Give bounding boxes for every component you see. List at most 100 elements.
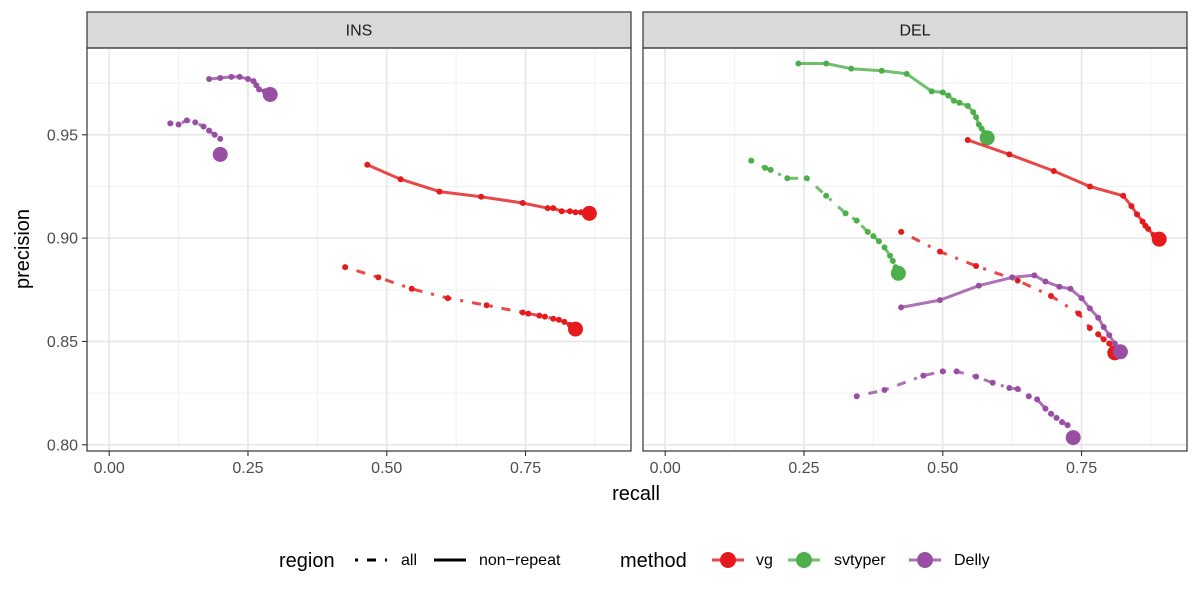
legend-key-vg-point bbox=[720, 552, 736, 568]
series-line-svtyper-all bbox=[750, 159, 900, 274]
endpoint-marker-svtyper-all bbox=[890, 265, 906, 281]
data-point-vg-all bbox=[550, 315, 557, 322]
data-point-vg-non-repeat bbox=[964, 136, 971, 143]
data-point-delly-all bbox=[175, 121, 182, 128]
data-point-delly-all bbox=[1059, 419, 1066, 426]
data-point-vg-all bbox=[342, 264, 349, 271]
data-point-svtyper-non-repeat bbox=[973, 114, 980, 121]
data-point-svtyper-all bbox=[864, 228, 871, 235]
data-point-vg-all bbox=[1014, 277, 1021, 284]
y-tick-label: 0.80 bbox=[47, 437, 78, 454]
legend-method-title: method bbox=[620, 550, 687, 572]
data-point-delly-non-repeat bbox=[1056, 283, 1063, 290]
data-point-vg-all bbox=[541, 313, 548, 320]
data-point-svtyper-all bbox=[875, 238, 882, 245]
data-point-svtyper-non-repeat bbox=[939, 89, 946, 96]
data-point-vg-non-repeat bbox=[397, 176, 404, 183]
data-point-vg-all bbox=[1048, 293, 1054, 299]
y-tick-label: 0.90 bbox=[47, 231, 78, 248]
x-axis-title: recall bbox=[612, 483, 660, 505]
legend-label-non-repeat: non−repeat bbox=[479, 552, 561, 569]
data-point-vg-non-repeat bbox=[519, 200, 526, 206]
data-point-vg-all bbox=[444, 295, 451, 302]
data-point-vg-all bbox=[375, 274, 382, 281]
panel-ins: INS bbox=[86, 11, 632, 452]
data-point-delly-non-repeat bbox=[975, 282, 982, 289]
data-point-delly-all bbox=[192, 119, 199, 126]
data-point-delly-non-repeat bbox=[244, 76, 251, 82]
data-point-vg-all bbox=[1100, 336, 1107, 343]
data-point-svtyper-non-repeat bbox=[945, 92, 952, 99]
y-tick-label: 0.85 bbox=[47, 334, 78, 351]
data-point-delly-all bbox=[989, 379, 996, 386]
panel-title: INS bbox=[346, 23, 373, 40]
data-point-delly-all bbox=[853, 393, 860, 400]
data-point-svtyper-all bbox=[870, 233, 877, 240]
data-point-delly-all bbox=[183, 117, 190, 124]
data-point-vg-non-repeat bbox=[1128, 203, 1135, 210]
data-point-vg-non-repeat bbox=[558, 208, 565, 215]
data-point-delly-non-repeat bbox=[236, 73, 243, 80]
data-point-svtyper-non-repeat bbox=[823, 60, 830, 67]
x-tick-label: 0.25 bbox=[232, 460, 263, 477]
data-point-vg-non-repeat bbox=[1145, 225, 1152, 232]
endpoint-marker-delly-all bbox=[1065, 430, 1081, 446]
data-point-delly-all bbox=[167, 120, 174, 127]
data-point-vg-non-repeat bbox=[1006, 151, 1013, 158]
data-point-delly-non-repeat bbox=[898, 304, 905, 311]
endpoint-marker-vg-all bbox=[567, 321, 583, 337]
data-point-vg-all bbox=[561, 318, 568, 325]
data-point-delly-all bbox=[1014, 386, 1021, 392]
data-point-delly-non-repeat bbox=[1042, 278, 1049, 285]
data-point-svtyper-all bbox=[881, 244, 888, 251]
endpoint-marker-delly-non-repeat bbox=[262, 87, 278, 102]
data-point-delly-all bbox=[1025, 393, 1032, 400]
panel-border bbox=[86, 47, 632, 452]
data-point-delly-non-repeat bbox=[228, 73, 235, 80]
legend-label-vg: vg bbox=[756, 552, 773, 569]
data-point-vg-non-repeat bbox=[436, 188, 443, 195]
panel-del: DEL bbox=[642, 11, 1188, 452]
data-point-vg-all bbox=[1106, 340, 1113, 347]
data-point-delly-all bbox=[953, 368, 960, 375]
x-tick-label: 0.00 bbox=[94, 460, 125, 477]
data-point-vg-non-repeat bbox=[544, 205, 551, 212]
x-axis: 0.00 0.25 0.50 0.75 0.00 0.25 0.50 0.75 bbox=[94, 451, 1097, 477]
legend-key-delly-point bbox=[917, 552, 933, 568]
data-point-vg-all bbox=[1075, 310, 1082, 317]
legend-region-title: region bbox=[279, 550, 335, 572]
data-point-svtyper-non-repeat bbox=[903, 70, 910, 77]
data-point-vg-all bbox=[525, 310, 532, 317]
data-point-delly-non-repeat bbox=[1067, 285, 1074, 292]
data-point-svtyper-non-repeat bbox=[795, 60, 802, 67]
data-point-vg-non-repeat bbox=[1086, 183, 1093, 190]
x-tick-label: 0.00 bbox=[650, 460, 681, 477]
data-point-svtyper-non-repeat bbox=[964, 102, 971, 109]
panel-border bbox=[642, 47, 1188, 452]
panel-strip bbox=[86, 11, 632, 49]
data-point-delly-non-repeat bbox=[217, 74, 224, 81]
data-point-vg-all bbox=[519, 309, 526, 316]
data-point-svtyper-all bbox=[853, 217, 860, 224]
data-point-vg-all bbox=[555, 316, 562, 323]
data-point-vg-all bbox=[483, 302, 490, 309]
data-point-vg-all bbox=[1095, 331, 1102, 338]
x-tick-label: 0.25 bbox=[788, 460, 819, 477]
endpoint-marker-vg-non-repeat bbox=[1151, 231, 1167, 247]
legend-label-svtyper: svtyper bbox=[834, 552, 886, 569]
data-point-delly-all bbox=[1006, 384, 1013, 391]
data-point-svtyper-all bbox=[803, 175, 810, 182]
x-tick-label: 0.50 bbox=[371, 460, 402, 477]
data-point-delly-all bbox=[939, 368, 946, 375]
data-point-svtyper-all bbox=[889, 257, 896, 264]
x-tick-label: 0.75 bbox=[1066, 460, 1097, 477]
data-point-vg-non-repeat bbox=[550, 205, 557, 212]
data-point-vg-non-repeat bbox=[572, 209, 579, 216]
data-point-delly-all bbox=[200, 123, 207, 130]
data-point-vg-non-repeat bbox=[1120, 192, 1127, 199]
data-point-vg-all bbox=[408, 285, 415, 292]
data-point-svtyper-all bbox=[748, 157, 755, 164]
data-point-delly-all bbox=[973, 373, 980, 380]
data-point-svtyper-non-repeat bbox=[878, 67, 885, 74]
